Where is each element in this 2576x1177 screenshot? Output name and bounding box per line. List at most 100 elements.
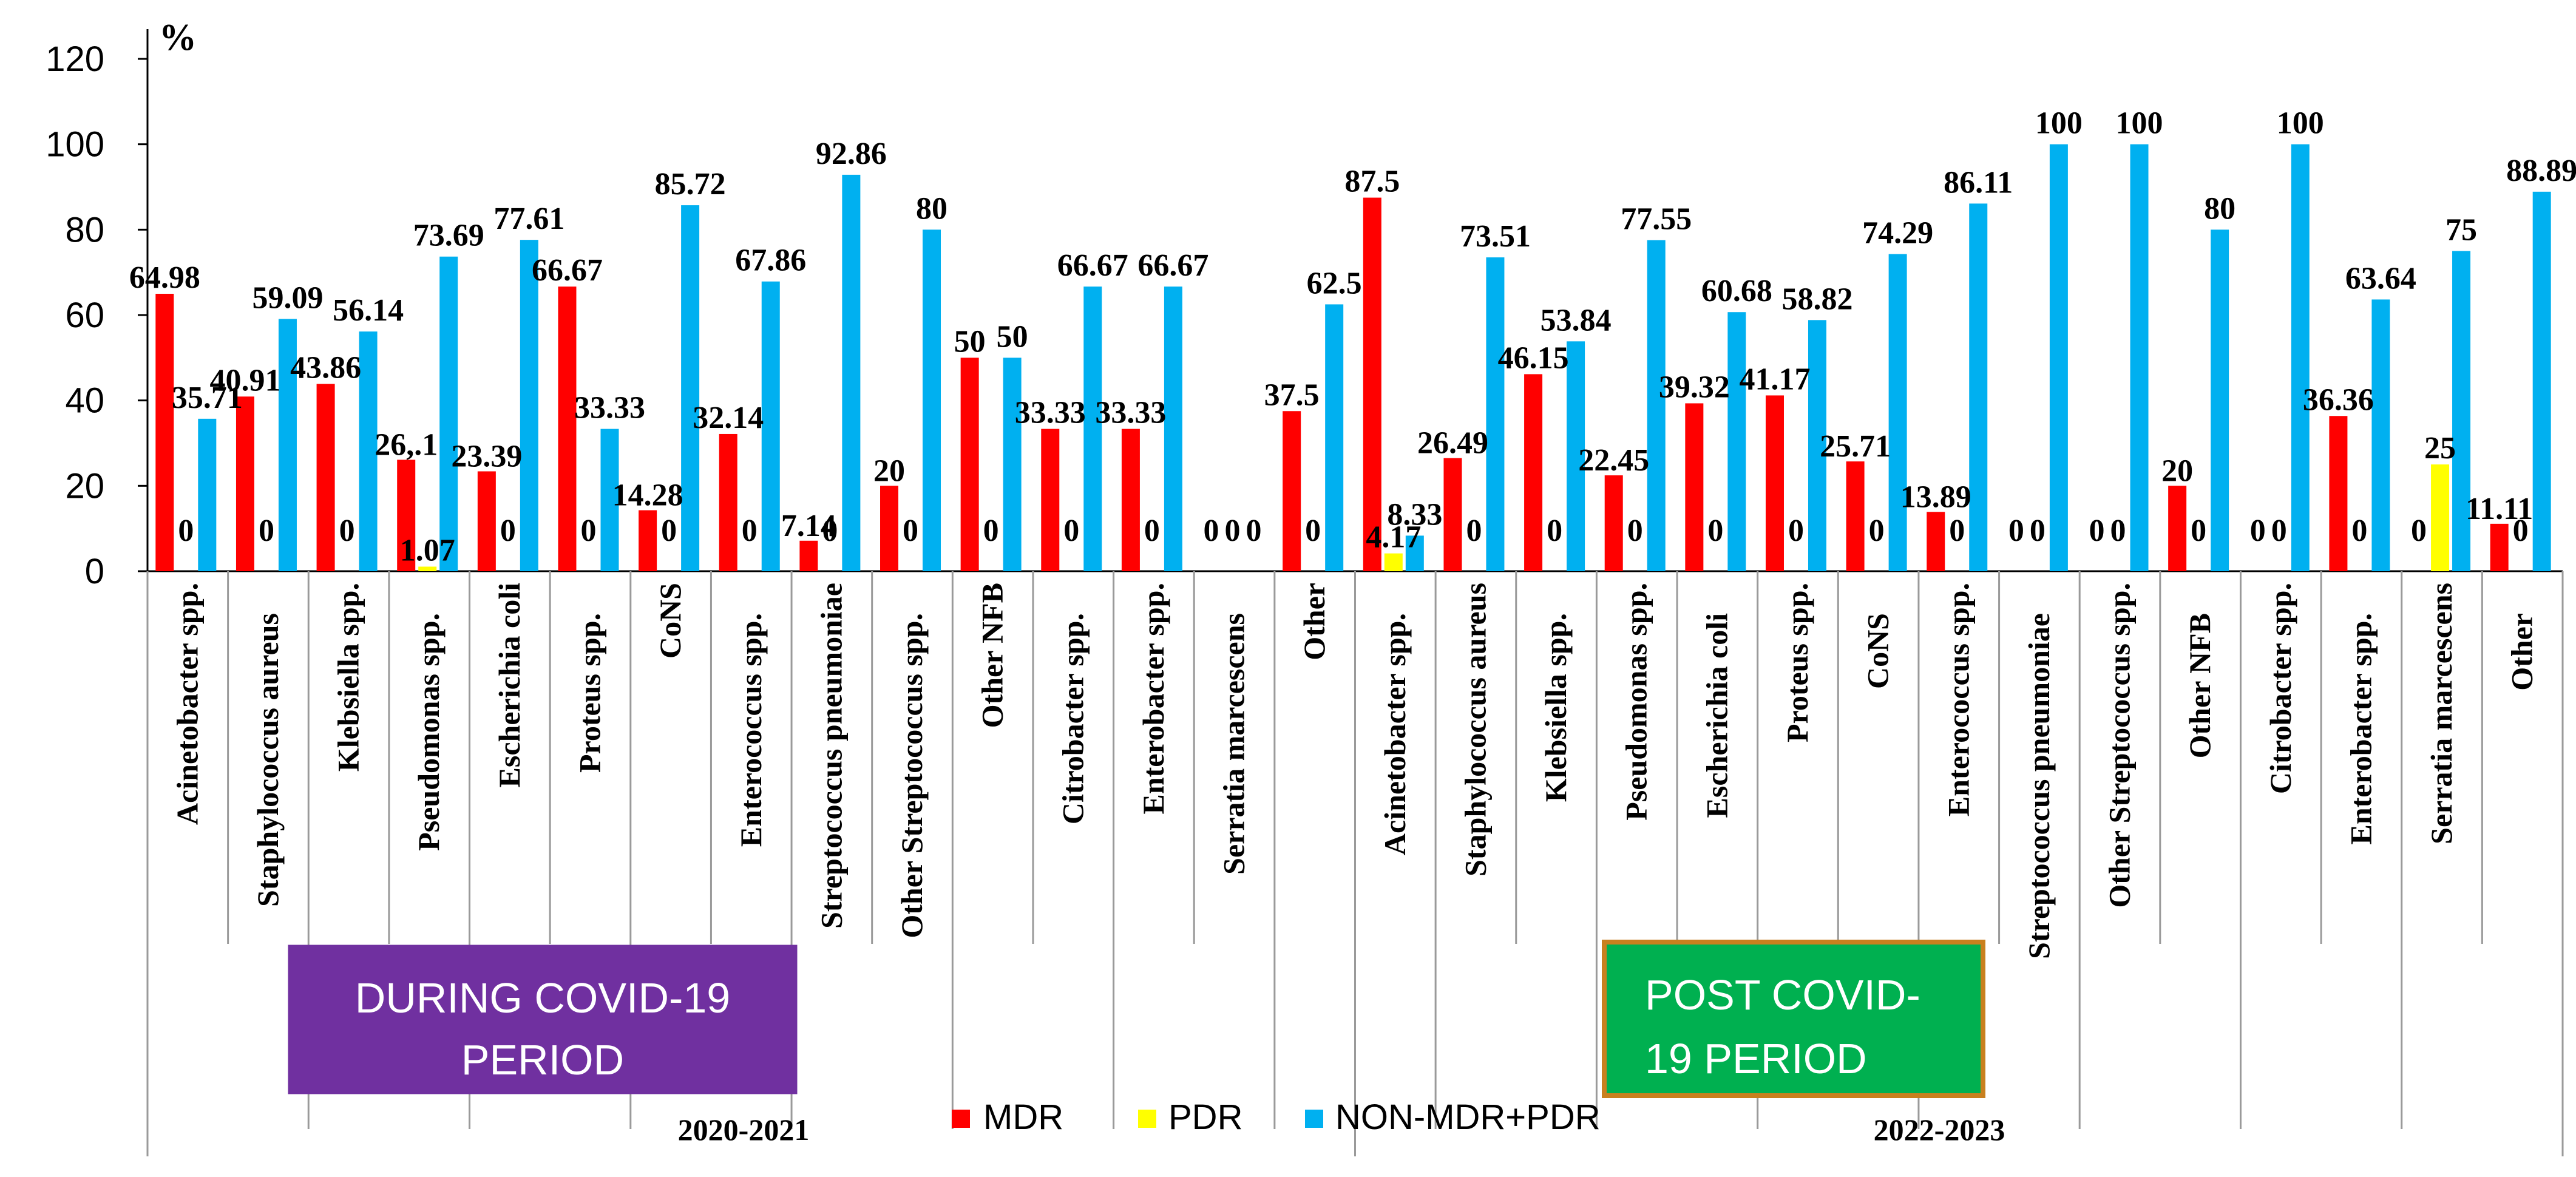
- data-label-mdr: 26,.1: [375, 427, 438, 462]
- data-label-non-mdr-pdr: 73.51: [1460, 219, 1531, 254]
- bar-mdr: [639, 510, 657, 571]
- bar-non-mdr-pdr: [1727, 312, 1746, 571]
- data-label-pdr: 0: [983, 514, 999, 548]
- bar-non-mdr-pdr: [2371, 299, 2390, 571]
- category-label: Other: [2505, 613, 2539, 691]
- data-label-non-mdr-pdr: 50: [997, 319, 1028, 354]
- data-label-non-mdr-pdr: 100: [2116, 106, 2163, 141]
- post-covid-box-bg: [1602, 940, 1985, 1098]
- data-label-pdr: 0: [2110, 514, 2126, 548]
- category-label: Serratia marcescens: [2424, 583, 2458, 844]
- bar-non-mdr-pdr: [1003, 358, 1022, 571]
- data-label-mdr: 37.5: [1264, 378, 1320, 412]
- bar-non-mdr-pdr: [1405, 535, 1424, 571]
- bar-mdr: [1363, 197, 1381, 571]
- data-label-mdr: 43.86: [290, 351, 361, 385]
- post-covid-line1: POST COVID-: [1645, 971, 1920, 1019]
- data-label-non-mdr-pdr: 77.55: [1621, 202, 1692, 237]
- bar-non-mdr-pdr: [923, 229, 941, 571]
- category-label: Streptococcus pneumoniae: [814, 583, 848, 929]
- post-covid-line2: 19 PERIOD: [1645, 1035, 1867, 1082]
- bar-non-mdr-pdr: [2211, 229, 2229, 571]
- category-label: Proteus spp.: [572, 613, 606, 773]
- data-label-pdr: 0: [1707, 514, 1723, 548]
- data-label-mdr: 66.67: [532, 253, 603, 288]
- bar-mdr: [1846, 461, 1865, 571]
- bar-non-mdr-pdr: [842, 174, 861, 572]
- data-label-pdr: 0: [1627, 514, 1643, 548]
- bar-mdr: [2490, 523, 2509, 571]
- category-label: CoNS: [653, 583, 687, 659]
- data-label-mdr: 25.71: [1820, 429, 1891, 464]
- bar-non-mdr-pdr: [2049, 144, 2068, 571]
- y-tick-label: 80: [65, 210, 104, 249]
- data-label-pdr: 0: [1547, 514, 1562, 548]
- data-label-pdr: 0: [1225, 514, 1241, 548]
- category-label: Enterobacter spp.: [2344, 613, 2378, 845]
- data-label-mdr: 87.5: [1344, 165, 1400, 199]
- data-label-mdr: 0: [2250, 514, 2266, 548]
- bar-non-mdr-pdr: [1164, 287, 1182, 571]
- data-label-pdr: 0: [903, 514, 918, 548]
- data-label-pdr: 0: [178, 514, 194, 548]
- bar-mdr: [1283, 411, 1301, 571]
- bar-mdr: [1685, 403, 1704, 571]
- data-label-non-mdr-pdr: 60.68: [1701, 274, 1772, 308]
- data-label-pdr: 0: [2271, 514, 2287, 548]
- bar-mdr: [558, 287, 577, 571]
- bar-mdr: [1604, 475, 1623, 571]
- legend-label-pdr: PDR: [1168, 1097, 1242, 1137]
- category-label: Klebsiella spp.: [331, 583, 365, 772]
- during-covid-line1: DURING COVID-19: [355, 974, 730, 1022]
- data-label-pdr: 0: [1063, 514, 1079, 548]
- data-label-mdr: 14.28: [612, 478, 683, 513]
- bar-mdr: [1927, 512, 1945, 571]
- data-label-mdr: 22.45: [1578, 443, 1649, 478]
- bar-mdr: [1524, 374, 1543, 571]
- data-label-mdr: 36.36: [2303, 382, 2374, 417]
- data-label-non-mdr-pdr: 74.29: [1862, 215, 1933, 250]
- bar-non-mdr-pdr: [1647, 240, 1666, 571]
- data-label-pdr: 25: [2424, 431, 2456, 466]
- legend: MDR PDR NON-MDR+PDR: [952, 1097, 1601, 1137]
- data-label-non-mdr-pdr: 73.69: [413, 219, 484, 253]
- category-label: Other Streptococcus spp.: [2103, 583, 2137, 908]
- during-covid-box: DURING COVID-19 PERIOD: [288, 945, 798, 1094]
- bar-mdr: [1443, 458, 1462, 571]
- bar-mdr: [1765, 395, 1784, 571]
- data-label-pdr: 0: [1788, 514, 1804, 548]
- category-label: Citrobacter spp.: [2263, 583, 2297, 794]
- data-label-pdr: 0: [2191, 514, 2206, 548]
- bar-non-mdr-pdr: [359, 331, 378, 571]
- data-label-mdr: 46.15: [1498, 341, 1569, 375]
- data-label-mdr: 0: [1204, 514, 1219, 548]
- bar-non-mdr-pdr: [1969, 203, 1988, 571]
- data-label-mdr: 11.11: [2466, 492, 2533, 526]
- legend-label-non-mdr-pdr: NON-MDR+PDR: [1335, 1097, 1601, 1137]
- category-label: Other NFB: [2183, 613, 2217, 758]
- data-label-pdr: 0: [1144, 514, 1160, 548]
- bar-mdr: [236, 396, 254, 571]
- data-label-mdr: 32.14: [693, 401, 764, 435]
- data-label-mdr: 0: [2089, 514, 2105, 548]
- bar-mdr: [1121, 429, 1140, 571]
- data-label-mdr: 20: [873, 453, 905, 488]
- category-label: Klebsiella spp.: [1539, 613, 1573, 802]
- data-label-mdr: 50: [954, 324, 986, 359]
- category-label: Streptococcus pneumoniae: [2022, 613, 2056, 959]
- bar-mdr: [880, 486, 899, 571]
- data-label-non-mdr-pdr: 62.5: [1307, 266, 1362, 300]
- data-label-non-mdr-pdr: 66.67: [1137, 248, 1208, 283]
- data-label-mdr: 41.17: [1739, 362, 1810, 396]
- category-label: Other NFB: [975, 583, 1009, 728]
- data-label-mdr: 33.33: [1095, 396, 1166, 430]
- data-label-non-mdr-pdr: 56.14: [333, 293, 404, 328]
- category-label: Other Streptococcus spp.: [895, 613, 929, 938]
- data-label-mdr: 20: [2161, 453, 2193, 488]
- data-label-non-mdr-pdr: 0: [1246, 514, 1262, 548]
- category-label: Escherichia coli: [1700, 613, 1734, 818]
- data-label-non-mdr-pdr: 85.72: [655, 167, 726, 202]
- bar-mdr: [1041, 429, 1060, 571]
